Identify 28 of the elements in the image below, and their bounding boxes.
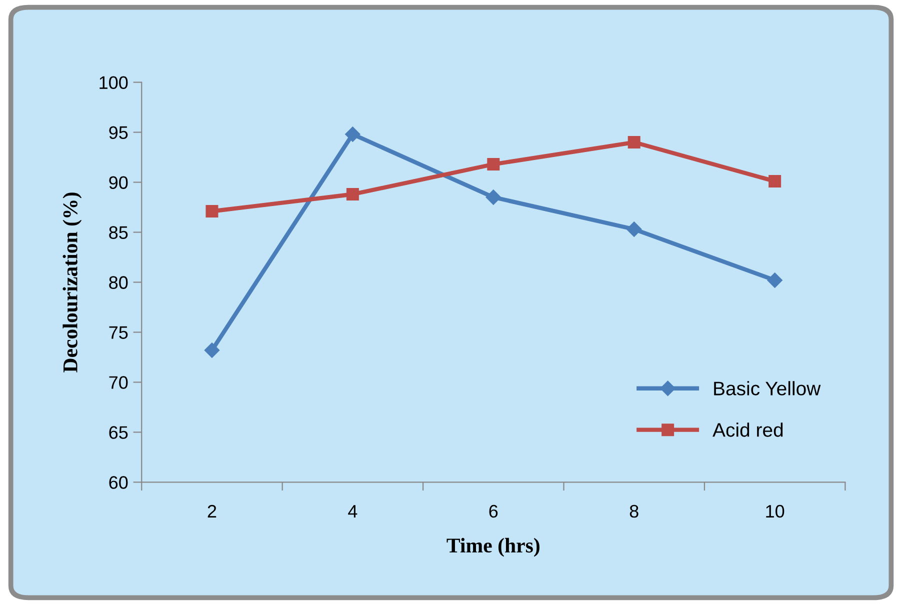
point: [486, 190, 501, 205]
x-tick-label: 6: [489, 504, 498, 518]
y-axis-title: Decolourization (%): [62, 192, 82, 372]
x-tick-label: 4: [348, 505, 358, 518]
point: [206, 205, 218, 218]
point: [345, 126, 360, 142]
point: [487, 158, 500, 171]
y-tick-label: 65: [109, 426, 128, 439]
point: [628, 136, 640, 149]
y-tick-label: 90: [109, 176, 128, 189]
x-tick-label: 8: [630, 504, 638, 518]
y-tick-label: 85: [109, 226, 128, 239]
y-tick-label: 95: [109, 126, 128, 139]
point: [768, 175, 782, 188]
y-tick-label: 70: [109, 376, 128, 389]
point: [346, 188, 359, 201]
x-tick-label: 2: [208, 504, 216, 518]
point: [204, 342, 220, 358]
point: [626, 222, 642, 237]
y-tick-label: 100: [100, 76, 128, 89]
y-tick-label: 75: [109, 326, 128, 339]
y-tick-label: 80: [109, 276, 128, 289]
point: [767, 272, 782, 288]
x-axis-title: Time (hrs): [446, 538, 540, 557]
x-tick-label: 10: [766, 504, 784, 518]
y-tick-label: 60: [109, 476, 128, 489]
legend-label: Acid red: [712, 422, 783, 437]
legend-label: Basic Yellow: [714, 381, 821, 396]
